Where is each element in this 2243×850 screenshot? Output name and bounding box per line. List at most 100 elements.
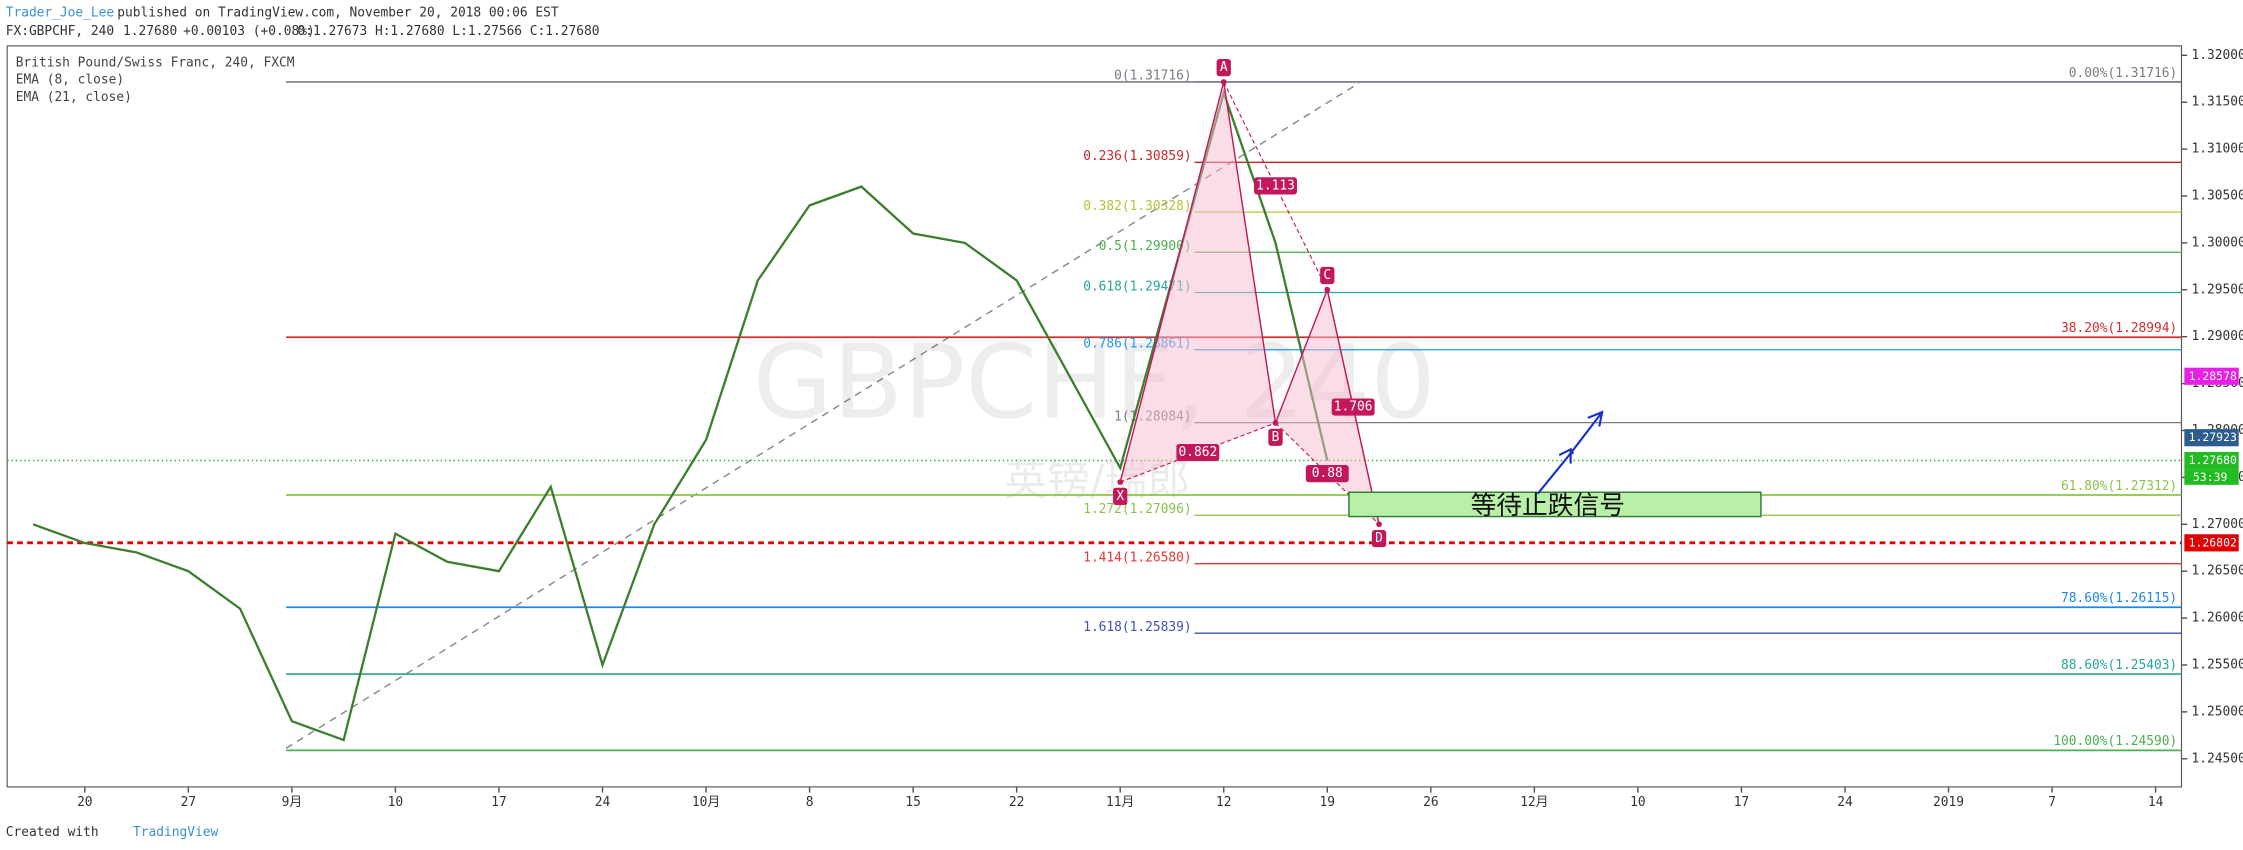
price-tag-bg [2184,429,2239,447]
pattern-point-bg [1320,266,1335,285]
pattern-point-label: D [1375,531,1383,546]
ratio-bg [1176,443,1220,462]
last-price: 1.27680 [123,24,177,39]
ratio-label: 0.862 [1179,445,1218,460]
pattern-fib-label: 0.382(1.30328) [1083,199,1191,214]
countdown-bg [2184,469,2239,485]
trend-line [285,82,1360,749]
x-tick-label: 9月 [282,795,303,810]
pattern-point-bg [1216,59,1231,77]
fib-label: 0.00%(1.31716) [2069,66,2177,81]
footer-brand[interactable]: TradingView [133,825,218,840]
price-tag: 1.27923 [2189,430,2237,444]
y-tick-label: 1.29500 [2192,282,2243,297]
y-tick-label: 1.31000 [2192,142,2243,157]
pattern-leg [1223,81,1277,424]
ratio-label: 0.88 [1312,466,1343,481]
x-tick-label: 10月 [692,795,720,810]
price-tag: 1.26802 [2189,535,2237,549]
change: +0.00103 (+0.08%) [183,24,315,39]
y-tick-label: 1.31500 [2192,95,2243,110]
pattern-point-bg [1371,530,1387,548]
pattern-fib-label: 1.414(1.26580) [1083,550,1191,565]
pattern-leg [1119,81,1225,483]
x-tick-label: 15 [905,795,920,810]
ratio-leg [1120,422,1276,483]
price-line [32,88,1329,742]
x-tick-label: 10 [388,795,403,810]
symbol: FX:GBPCHF, 240 [6,24,114,39]
fib-label: 78.60%(1.26115) [2061,591,2177,606]
y-tick-label: 1.29000 [2192,329,2243,344]
fib-label: 88.60%(1.25403) [2061,658,2177,673]
pattern-fill [1275,289,1380,525]
ratio-leg [1326,289,1380,525]
ratio-label: 1.706 [1334,400,1373,415]
x-tick-label: 22 [1009,795,1024,810]
pattern-point-label: A [1220,60,1228,75]
price-tag-bg [2184,451,2239,470]
x-tick-label: 17 [491,795,506,810]
pattern-point [1220,79,1227,85]
fib-label: 100.00%(1.24590) [2053,734,2177,749]
fib-label: 61.80%(1.27312) [2061,479,2177,494]
fib-label: 38.20%(1.28994) [2061,321,2177,336]
y-tick-label: 1.26500 [2192,564,2243,579]
x-tick-label: 2019 [1933,795,1964,810]
pattern-point [1376,521,1382,528]
ohlc: O:1.27673 H:1.27680 L:1.27566 C:1.27680 [298,24,600,39]
pattern-point [1117,479,1124,485]
annotation: 等待止跌信号 [1471,491,1625,521]
y-tick-label: 1.32000 [2192,48,2243,63]
plot-frame [6,45,2183,788]
x-tick-label: 11月 [1106,795,1134,810]
price-tag-bg [2184,534,2239,552]
x-tick-label: 14 [2148,795,2164,810]
pattern-point-bg [1113,487,1128,505]
annotation-box [1348,491,1762,518]
pattern-fib-label: 0.618(1.29471) [1083,279,1191,294]
pattern-fib-label: 1.272(1.27096) [1083,502,1191,517]
x-tick-label: 12 [1216,795,1231,810]
arrow [1536,410,1604,495]
y-tick-label: 1.27000 [2192,517,2243,532]
legend-entry: EMA (21, close) [16,90,132,105]
x-tick-label: 7 [2048,795,2056,810]
pattern-fib-label: 1.618(1.25839) [1083,620,1191,635]
pattern-point-label: B [1272,430,1280,445]
y-tick-label: 1.30500 [2192,188,2243,203]
y-tick-label: 1.26000 [2192,611,2243,626]
x-tick-label: 12月 [1520,795,1548,810]
pattern-point-label: C [1323,268,1331,283]
x-tick-label: 8 [806,795,814,810]
x-tick-label: 26 [1423,795,1438,810]
legend-entry: EMA (8, close) [16,73,124,88]
ratio-bg [1305,465,1349,483]
author: Trader_Joe_Lee [6,6,114,21]
x-tick-label: 27 [181,795,196,810]
ratio-label: 1.113 [1256,178,1295,193]
x-tick-label: 10 [1630,795,1645,810]
y-tick-label: 1.30000 [2192,235,2243,250]
pattern-point-label: X [1116,489,1124,504]
x-tick-label: 19 [1320,795,1335,810]
y-tick-label: 1.24500 [2192,751,2243,766]
y-tick-label: 1.25000 [2192,704,2243,719]
footer-created: Created with [6,825,99,840]
pattern-point [1324,286,1331,293]
ratio-bg [1254,177,1297,195]
countdown: 53:39 [2193,470,2228,484]
y-tick-label: 1.25500 [2192,657,2243,672]
x-tick-label: 20 [77,795,92,810]
pattern-fill [1120,81,1276,483]
price-tag: 1.28578 [2189,369,2237,383]
ratio-bg [1331,398,1375,416]
pattern-point [1272,420,1279,426]
pattern-fib-label: 0(1.31716) [1114,69,1191,84]
pattern-leg [1274,289,1328,424]
x-tick-label: 17 [1734,795,1749,810]
pattern-point-bg [1268,428,1283,446]
price-tag: 1.27680 [2189,453,2237,467]
